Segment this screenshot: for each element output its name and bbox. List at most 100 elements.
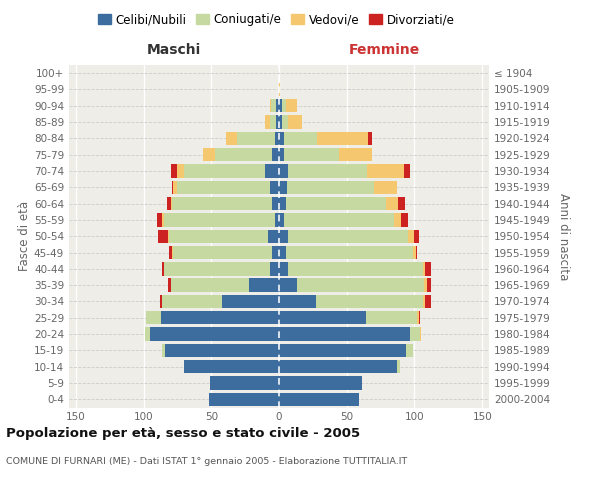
Text: Femmine: Femmine (349, 44, 419, 58)
Bar (279, 376, 362, 390)
Bar (279, 132, 284, 145)
Bar (172, 246, 173, 259)
Bar (279, 392, 359, 406)
Bar (163, 214, 164, 226)
Bar (169, 230, 268, 243)
Bar (284, 132, 317, 145)
Bar (173, 246, 272, 259)
Bar (275, 132, 279, 145)
Bar (275, 214, 279, 226)
Bar (276, 116, 279, 129)
Text: Popolazione per età, sesso e stato civile - 2005: Popolazione per età, sesso e stato civil… (6, 428, 360, 440)
Bar (209, 392, 279, 406)
Bar (416, 246, 417, 259)
Bar (404, 164, 410, 177)
Bar (417, 311, 419, 324)
Text: Maschi: Maschi (147, 44, 201, 58)
Bar (398, 197, 405, 210)
Bar (420, 328, 421, 341)
Bar (168, 230, 169, 243)
Bar (279, 230, 289, 243)
Bar (374, 180, 397, 194)
Bar (424, 278, 427, 292)
Legend: Celibi/Nubili, Coniugati/e, Vedovi/e, Divorziati/e: Celibi/Nubili, Coniugati/e, Vedovi/e, Di… (93, 8, 459, 31)
Bar (172, 197, 272, 210)
Bar (210, 376, 279, 390)
Bar (279, 116, 282, 129)
Bar (279, 180, 287, 194)
Bar (169, 246, 172, 259)
Bar (145, 328, 150, 341)
Bar (368, 132, 373, 145)
Bar (286, 246, 413, 259)
Bar (287, 180, 374, 194)
Bar (265, 116, 269, 129)
Bar (422, 295, 425, 308)
Bar (279, 311, 366, 324)
Bar (415, 230, 419, 243)
Bar (268, 230, 279, 243)
Bar (160, 295, 163, 308)
Bar (269, 262, 279, 276)
Bar (394, 214, 401, 226)
Bar (425, 295, 431, 308)
Bar (279, 328, 410, 341)
Y-axis label: Anni di nascita: Anni di nascita (557, 192, 570, 280)
Bar (410, 328, 420, 341)
Bar (366, 311, 417, 324)
Bar (279, 99, 282, 112)
Bar (279, 246, 286, 259)
Bar (178, 180, 269, 194)
Bar (279, 83, 280, 96)
Text: COMUNE DI FURNARI (ME) - Dati ISTAT 1° gennaio 2005 - Elaborazione TUTTITALIA.IT: COMUNE DI FURNARI (ME) - Dati ISTAT 1° g… (6, 458, 407, 466)
Bar (279, 360, 397, 374)
Bar (338, 148, 373, 162)
Bar (226, 132, 237, 145)
Bar (215, 148, 272, 162)
Bar (170, 197, 172, 210)
Bar (279, 214, 284, 226)
Bar (269, 99, 271, 112)
Bar (161, 311, 279, 324)
Bar (172, 180, 173, 194)
Bar (249, 278, 279, 292)
Bar (284, 148, 338, 162)
Bar (279, 278, 296, 292)
Bar (386, 197, 398, 210)
Bar (401, 214, 408, 226)
Bar (367, 164, 404, 177)
Bar (282, 99, 286, 112)
Bar (163, 295, 222, 308)
Bar (427, 278, 431, 292)
Bar (158, 230, 168, 243)
Bar (317, 132, 368, 145)
Bar (286, 99, 296, 112)
Bar (271, 99, 276, 112)
Bar (170, 278, 249, 292)
Bar (289, 262, 422, 276)
Bar (422, 262, 425, 276)
Bar (272, 148, 279, 162)
Bar (413, 246, 416, 259)
Bar (408, 230, 415, 243)
Bar (168, 278, 170, 292)
Bar (406, 344, 413, 357)
Bar (316, 295, 422, 308)
Bar (284, 214, 394, 226)
Bar (279, 344, 406, 357)
Bar (269, 180, 279, 194)
Bar (269, 116, 276, 129)
Bar (279, 164, 289, 177)
Bar (279, 197, 286, 210)
Bar (279, 148, 284, 162)
Bar (167, 197, 170, 210)
Bar (164, 262, 269, 276)
Bar (203, 148, 215, 162)
Bar (222, 295, 279, 308)
Bar (289, 164, 367, 177)
Bar (163, 344, 165, 357)
Bar (184, 360, 279, 374)
Bar (289, 116, 302, 129)
Bar (425, 262, 431, 276)
Y-axis label: Fasce di età: Fasce di età (18, 201, 31, 272)
